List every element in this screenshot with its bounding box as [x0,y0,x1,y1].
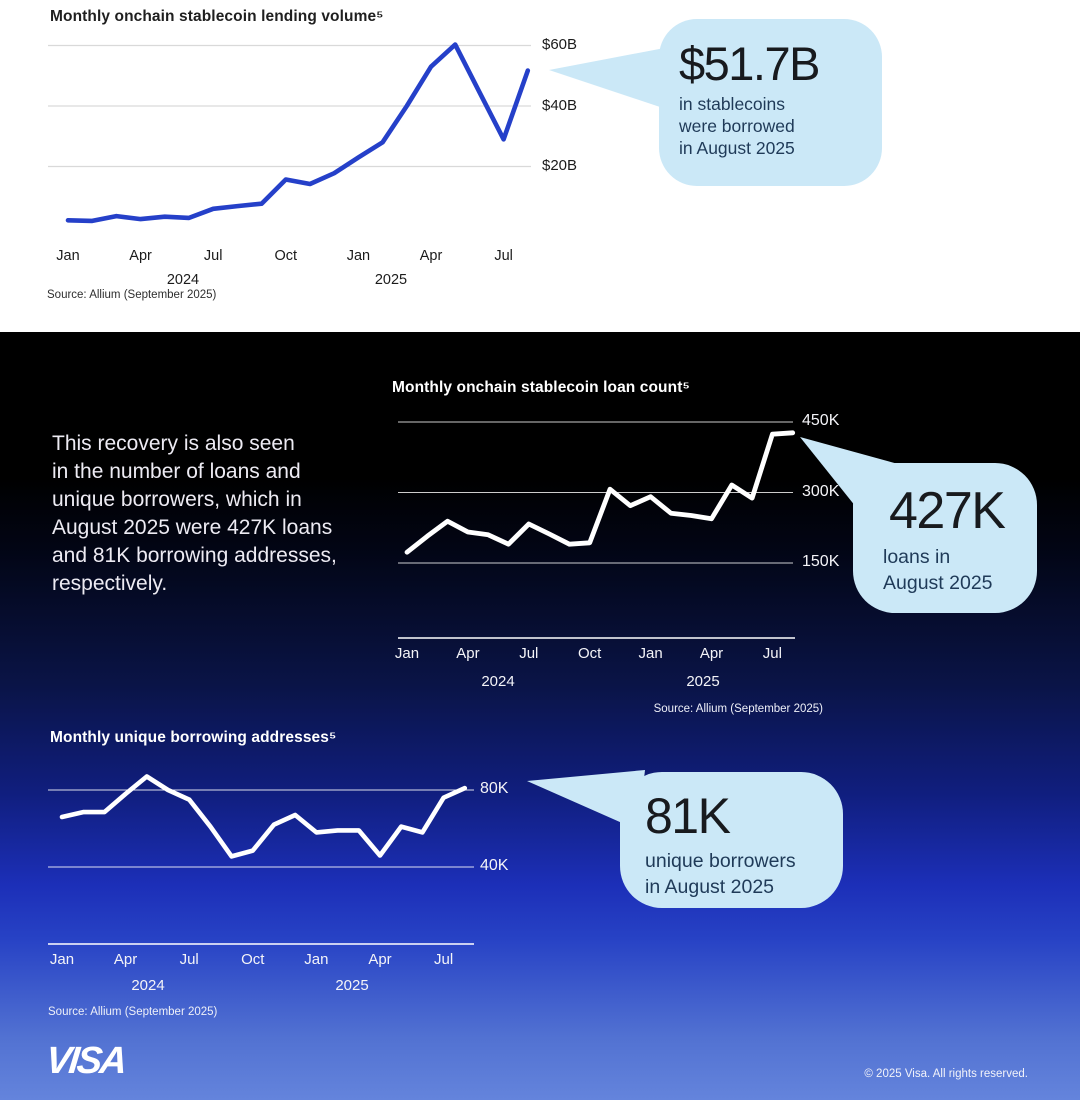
loan-count-x-tick-label: Jul [519,645,539,662]
narrative-line: unique borrowers, which in [52,488,302,511]
callout-borrowing-addresses: 81K unique borrowers in August 2025 [620,772,843,908]
loan-count-y-tick-label: 300K [802,482,840,500]
callout-caption-line: in August 2025 [679,138,795,159]
callout-caption-line: were borrowed [679,116,795,137]
borrowing-addresses-x-tick-label: Jan [49,951,75,968]
callout-caption-line: in stablecoins [679,94,786,115]
lending-volume-year-label: 2024 [166,272,200,288]
borrowing-addresses-year-label: 2024 [131,977,165,994]
lending-volume-year-label: 2025 [374,272,408,288]
lending-volume-x-tick-label: Oct [274,248,298,264]
loan-count-y-tick-label: 150K [802,553,840,571]
callout-lending-volume: $51.7B in stablecoins were borrowed in A… [659,19,882,186]
loan-count-x-tick-label: Apr [456,645,480,662]
callout-caption-line: unique borrowers [645,849,796,872]
borrowing-addresses-y-tick-label: 80K [480,780,509,798]
loan-count-x-tick-label: Jan [394,645,420,662]
borrowing-addresses-year-label: 2025 [335,977,369,994]
lending-volume-x-tick-label: Jan [346,248,371,264]
callout-borrowing-addresses-value: 81K [645,788,731,844]
loan-count-x-tick-label: Apr [699,645,724,662]
callout-loan-count-value: 427K [889,482,1006,540]
borrowing-addresses-y-tick-label: 40K [480,857,509,875]
loan-count-source: Source: Allium (September 2025) [653,703,823,715]
narrative-line: and 81K borrowing addresses, [52,544,337,567]
borrowing-addresses-chart-title: Monthly unique borrowing addresses⁵ [50,729,337,746]
narrative-paragraph: This recovery is also seen in the number… [52,430,337,598]
lending-volume-x-tick-label: Apr [129,248,152,264]
lending-volume-y-tick-label: $60B [542,36,578,54]
loan-count-x-tick-label: Jan [638,645,663,662]
lending-volume-y-tick-label: $20B [542,157,578,175]
callout-lending-volume-caption: in stablecoins were borrowed in August 2… [679,93,882,159]
narrative-line: This recovery is also seen [52,432,295,455]
lending-volume-source: Source: Allium (September 2025) [47,289,217,301]
loan-count-x-tick-label: Oct [578,645,602,662]
borrowing-addresses-x-tick-label: Jan [304,951,329,968]
loan-count-year-label: 2024 [481,673,515,690]
borrowing-addresses-x-tick-label: Jul [179,951,199,968]
lending-volume-x-tick-label: Jan [56,248,80,264]
callout-caption-line: August 2025 [883,571,993,594]
narrative-line: in the number of loans and [52,460,301,483]
borrowing-addresses-source: Source: Allium (September 2025) [48,1006,218,1018]
borrowing-addresses-x-tick-label: Apr [368,951,392,968]
lending-volume-y-tick-label: $40B [542,96,578,114]
callout-caption-line: loans in [883,545,951,568]
callout-lending-volume-value: $51.7B [679,37,820,90]
borrowing-addresses-x-tick-label: Apr [113,951,138,968]
narrative-line: August 2025 were 427K loans [52,516,333,539]
loan-count-y-tick-label: 450K [802,412,840,430]
lending-volume-x-tick-label: Jul [494,248,513,264]
visa-logo: VISA [43,1040,127,1082]
callout-loan-count-caption: loans in August 2025 [883,544,1037,596]
narrative-line: respectively. [52,572,168,595]
lending-volume-x-tick-label: Apr [419,248,443,264]
lending-volume-data-line [65,42,531,224]
lending-volume-x-tick-label: Jul [203,248,223,264]
lending-volume-chart-title: Monthly onchain stablecoin lending volum… [50,8,384,25]
loan-count-chart-title: Monthly onchain stablecoin loan count⁵ [392,379,690,396]
callout-loan-count: 427K loans in August 2025 [853,463,1037,613]
callout-borrowing-addresses-caption: unique borrowers in August 2025 [645,848,843,900]
callout-caption-line: in August 2025 [645,875,775,898]
copyright-notice: © 2025 Visa. All rights reserved. [864,1068,1028,1080]
borrowing-addresses-x-tick-label: Oct [241,951,265,968]
loan-count-year-label: 2025 [686,673,720,690]
borrowing-addresses-x-tick-label: Jul [434,951,454,968]
loan-count-x-tick-label: Jul [762,645,782,662]
